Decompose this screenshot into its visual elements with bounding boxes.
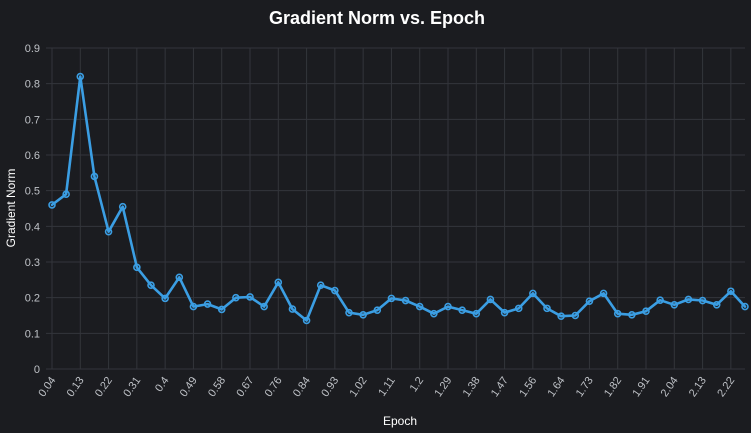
y-tick-label: 0 xyxy=(34,364,40,376)
series-line xyxy=(50,75,747,322)
y-tick-label: 0.9 xyxy=(25,43,40,55)
x-tick-label: 1.29 xyxy=(432,375,454,399)
x-tick-label: 1.82 xyxy=(602,375,624,399)
data-point xyxy=(628,310,636,319)
data-point xyxy=(359,310,367,319)
data-point xyxy=(90,172,99,181)
data-point xyxy=(260,302,268,311)
x-tick-label: 1.2 xyxy=(408,375,427,394)
y-tick-label: 0.1 xyxy=(25,328,40,340)
x-tick-label: 0.22 xyxy=(93,375,115,399)
data-point xyxy=(288,305,297,313)
x-tick-label: 2.04 xyxy=(659,375,681,399)
data-point xyxy=(684,295,693,304)
y-tick-label: 0.6 xyxy=(25,150,40,162)
data-point xyxy=(331,286,339,295)
grid-lines xyxy=(46,47,745,370)
y-tick-label: 0.5 xyxy=(25,186,40,198)
y-tick-label: 0.8 xyxy=(25,79,40,91)
data-point xyxy=(373,306,382,314)
data-point xyxy=(543,304,551,313)
data-point xyxy=(585,297,594,306)
x-tick-label: 1.02 xyxy=(347,375,369,399)
data-point xyxy=(698,296,707,305)
y-axis-ticks: 0 0.1 0.2 0.3 0.4 0.5 0.6 0.7 0.8 0.9 xyxy=(25,43,40,376)
data-point xyxy=(656,296,664,304)
x-axis-ticks: 0.04 0.13 0.22 0.31 0.4 0.49 0.58 0.67 0.76 0.84 0… xyxy=(36,375,737,399)
data-point xyxy=(175,273,184,282)
x-tick-label: 1.64 xyxy=(545,375,567,399)
x-tick-label: 0.31 xyxy=(121,375,143,399)
data-point xyxy=(147,281,155,289)
data-point xyxy=(741,302,749,311)
x-tick-label: 0.13 xyxy=(65,375,87,399)
data-point xyxy=(571,311,580,320)
x-axis-label: Epoch xyxy=(383,414,417,428)
x-tick-label: 1.38 xyxy=(461,375,483,399)
chart-title: Gradient Norm vs. Epoch xyxy=(269,8,485,28)
x-tick-label: 2.13 xyxy=(687,375,709,399)
data-point xyxy=(387,294,396,303)
data-point xyxy=(613,309,622,318)
data-point xyxy=(415,302,424,311)
data-point xyxy=(189,302,198,311)
data-point xyxy=(217,305,226,314)
data-point xyxy=(599,289,608,298)
data-point xyxy=(472,309,481,318)
data-point xyxy=(302,316,311,325)
data-point xyxy=(345,308,353,317)
data-point xyxy=(401,296,410,305)
x-tick-label: 2.22 xyxy=(715,375,737,399)
x-tick-label: 0.93 xyxy=(319,375,341,399)
data-point xyxy=(133,263,141,272)
data-point xyxy=(274,278,283,287)
data-point xyxy=(203,300,212,308)
x-tick-label: 1.11 xyxy=(376,375,398,399)
x-tick-label: 0.58 xyxy=(206,375,228,399)
data-point xyxy=(486,295,495,304)
y-axis-label: Gradient Norm xyxy=(4,169,18,248)
y-tick-label: 0.2 xyxy=(25,293,40,305)
data-point xyxy=(529,289,537,298)
x-tick-label: 0.4 xyxy=(153,375,172,394)
x-tick-label: 0.76 xyxy=(263,375,285,399)
data-point xyxy=(246,293,254,301)
data-point xyxy=(232,293,240,302)
data-point xyxy=(161,294,169,303)
data-point xyxy=(48,201,56,209)
data-point xyxy=(104,227,113,236)
y-tick-label: 0.4 xyxy=(25,221,40,233)
y-tick-label: 0.3 xyxy=(25,257,40,269)
x-tick-label: 0.49 xyxy=(178,375,200,399)
data-point xyxy=(500,308,509,317)
x-tick-label: 1.91 xyxy=(630,375,652,399)
data-point xyxy=(514,304,523,313)
data-point xyxy=(62,190,70,199)
data-point xyxy=(76,72,85,81)
data-point xyxy=(458,306,466,314)
x-tick-label: 0.84 xyxy=(291,375,313,399)
x-tick-label: 1.73 xyxy=(574,375,596,399)
data-point xyxy=(316,281,325,289)
data-point xyxy=(557,312,565,321)
data-point xyxy=(727,287,735,296)
x-tick-label: 1.56 xyxy=(517,375,539,399)
data-point xyxy=(430,309,438,318)
y-tick-label: 0.7 xyxy=(25,114,40,126)
data-point xyxy=(118,202,127,211)
series-gradient-norm xyxy=(48,72,749,325)
data-point xyxy=(642,307,650,316)
data-point xyxy=(670,300,679,309)
data-point xyxy=(444,302,452,311)
x-tick-label: 0.67 xyxy=(234,375,256,399)
x-tick-label: 0.04 xyxy=(36,375,58,399)
data-point xyxy=(712,300,721,309)
x-tick-label: 1.47 xyxy=(489,375,511,399)
